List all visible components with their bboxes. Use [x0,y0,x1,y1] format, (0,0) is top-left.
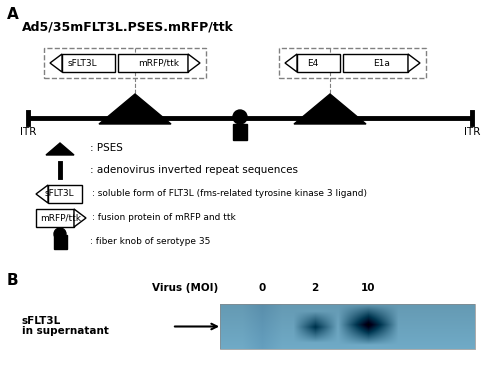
Text: : fusion protein of mRFP and ttk: : fusion protein of mRFP and ttk [92,213,236,222]
Text: : soluble form of FLT3L (fms-related tyrosine kinase 3 ligand): : soluble form of FLT3L (fms-related tyr… [92,190,367,199]
Text: A: A [7,7,19,22]
Text: 2: 2 [312,283,318,293]
Polygon shape [285,54,297,72]
Bar [48,185,82,203]
Text: Virus (MOI): Virus (MOI) [152,283,218,293]
Text: B: B [7,273,18,288]
Polygon shape [188,54,200,72]
Polygon shape [74,209,86,227]
Text: sFLT3L: sFLT3L [44,190,74,199]
Text: : fiber knob of serotype 35: : fiber knob of serotype 35 [90,238,210,247]
Text: mRFP/ttk: mRFP/ttk [138,58,179,67]
Polygon shape [50,54,62,72]
Text: Ad5/35mFLT3L.PSES.mRFP/ttk: Ad5/35mFLT3L.PSES.mRFP/ttk [22,20,234,33]
Bar [44,48,206,78]
Polygon shape [408,54,420,72]
Bar [54,235,67,249]
Text: E1a: E1a [373,58,390,67]
Bar [343,54,408,72]
Text: in supernatant: in supernatant [22,326,109,337]
Text: E4: E4 [307,58,318,67]
Text: ITR: ITR [20,127,36,137]
Bar [62,54,115,72]
Polygon shape [36,185,48,203]
Bar [297,54,340,72]
Text: : PSES: : PSES [90,143,123,153]
Bar [279,48,426,78]
Bar [233,124,247,140]
Text: ITR: ITR [464,127,480,137]
Polygon shape [294,94,366,124]
Polygon shape [99,94,171,124]
Bar [118,54,188,72]
Circle shape [233,110,247,124]
Text: sFLT3L: sFLT3L [22,317,61,326]
Bar [36,209,74,227]
Text: : adenovirus inverted repeat sequences: : adenovirus inverted repeat sequences [90,165,298,175]
Text: 10: 10 [361,283,375,293]
Bar [220,304,475,349]
Text: 0: 0 [258,283,266,293]
Circle shape [54,228,66,240]
Polygon shape [46,143,74,155]
Text: mRFP/ttk: mRFP/ttk [40,213,82,222]
Text: sFLT3L: sFLT3L [68,58,98,67]
